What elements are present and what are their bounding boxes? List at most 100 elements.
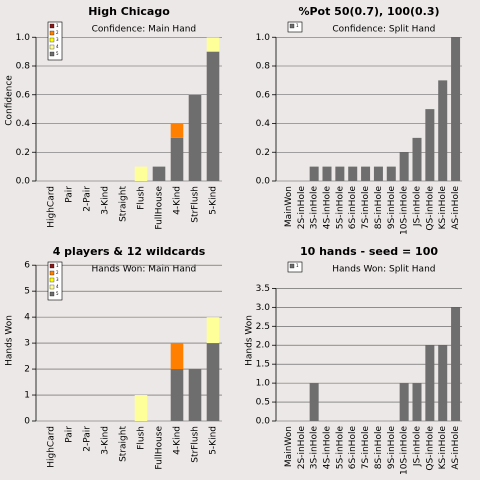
x-tick-label: Straight (119, 186, 129, 222)
legend-swatch (49, 30, 55, 36)
x-tick-label: 4S-inHole (323, 186, 333, 230)
chart-title: 10 hands - seed = 100 (300, 245, 438, 258)
chart-title: %Pot 50(0.7), 100(0.3) (298, 5, 439, 18)
bar-segment (425, 109, 435, 181)
x-tick-label: FullHouse (155, 426, 165, 470)
legend-label: 1 (56, 23, 59, 28)
bar-segment (206, 343, 220, 421)
x-tick-label: JS-inHole (413, 186, 423, 228)
x-tick-label: 7S-inHole (361, 426, 371, 470)
x-tick-label: Pair (65, 186, 75, 203)
y-tick-label: 0.4 (16, 119, 31, 129)
y-tick-label: 1.0 (256, 33, 271, 43)
y-tick-label: 1.0 (16, 33, 31, 43)
x-tick-label: StrFlush (191, 426, 201, 463)
bar-segment (152, 166, 166, 181)
bar-segment (451, 37, 461, 181)
chart-panel: 4 players & 12 wildcards Hands Won: Main … (5, 245, 222, 470)
legend-swatch (49, 263, 55, 269)
bar-segment (170, 343, 184, 370)
legend-label: 1 (296, 23, 299, 28)
y-axis-label: Confidence (5, 75, 15, 126)
legend-swatch (49, 291, 55, 297)
x-tick-label: 6S-inHole (348, 186, 358, 230)
x-tick-label: 6S-inHole (348, 426, 358, 470)
y-tick-label: 0.2 (16, 148, 30, 158)
y-tick-label: 2.0 (256, 341, 271, 351)
x-tick-label: 9S-inHole (387, 186, 397, 230)
bar-segment (335, 166, 345, 181)
legend-label: 4 (56, 284, 59, 289)
legend-label: 5 (56, 51, 59, 56)
y-tick-label: 1.0 (256, 379, 271, 389)
y-tick-label: 1.5 (256, 360, 270, 370)
chart-title: High Chicago (88, 5, 170, 18)
chart-subtitle: Confidence: Split Hand (332, 25, 435, 35)
chart-panel: High Chicago Confidence: Main Hand Confide… (5, 5, 222, 230)
x-tick-label: 4-Kind (173, 186, 183, 215)
x-tick-label: MainWon (284, 186, 294, 227)
y-tick-label: 3.5 (256, 284, 270, 294)
x-tick-label: HighCard (47, 186, 57, 228)
x-tick-label: KS-inHole (438, 186, 448, 230)
chart-subtitle: Hands Won: Main Hand (91, 265, 196, 275)
x-tick-label: 2-Pair (83, 426, 93, 452)
legend-box (287, 261, 303, 273)
bar-segment (399, 383, 409, 421)
y-tick-label: 1 (24, 391, 30, 401)
x-tick-label: 3S-inHole (310, 186, 320, 230)
x-tick-label: AS-inHole (451, 426, 461, 470)
legend-swatch (49, 277, 55, 283)
x-tick-label: AS-inHole (451, 186, 461, 230)
y-tick-label: 6 (24, 261, 30, 271)
y-tick-label: 3.0 (256, 303, 271, 313)
bar-segment (309, 383, 319, 421)
y-tick-label: 0.6 (256, 90, 271, 100)
chart-subtitle: Confidence: Main Hand (92, 25, 197, 35)
legend-label: 2 (56, 30, 59, 35)
bar-segment (188, 94, 202, 181)
legend-label: 2 (56, 270, 59, 275)
bar-segment (134, 166, 148, 181)
legend-label: 3 (56, 37, 59, 42)
bar-segment (412, 137, 422, 181)
legend-label: 1 (56, 263, 59, 268)
chart-title: 4 players & 12 wildcards (53, 245, 206, 258)
bar-segment (373, 166, 383, 181)
legend-label: 4 (56, 44, 59, 49)
x-tick-label: 5S-inHole (335, 426, 345, 470)
bar-segment (170, 137, 184, 181)
x-tick-label: 2S-inHole (297, 426, 307, 470)
x-tick-label: 2-Pair (83, 186, 93, 212)
chart-subtitle: Hands Won: Split Hand (332, 265, 435, 275)
x-tick-label: Flush (137, 186, 147, 210)
bar-segment (322, 166, 332, 181)
x-tick-label: HighCard (47, 426, 57, 468)
legend-swatch (49, 23, 55, 29)
x-tick-label: 3S-inHole (310, 426, 320, 470)
x-tick-label: 8S-inHole (374, 426, 384, 470)
legend-swatch (49, 270, 55, 276)
bar-segment (188, 369, 202, 421)
y-tick-label: 0.8 (16, 62, 31, 72)
x-tick-label: 7S-inHole (361, 186, 371, 230)
x-tick-label: 4S-inHole (323, 426, 333, 470)
x-tick-label: 2S-inHole (297, 186, 307, 230)
bar-segment (451, 307, 461, 421)
legend-swatch (49, 44, 55, 50)
x-tick-label: 10S-inHole (400, 426, 410, 475)
bar-segment (438, 345, 448, 421)
y-tick-label: 0.8 (256, 62, 271, 72)
bar-segment (134, 395, 148, 421)
legend-swatch (49, 51, 55, 57)
x-tick-label: 9S-inHole (387, 426, 397, 470)
x-tick-label: KS-inHole (438, 426, 448, 470)
y-tick-label: 3 (24, 339, 30, 349)
bar-segment (206, 51, 220, 181)
x-tick-label: 3-Kind (101, 426, 111, 455)
bar-segment (309, 166, 319, 181)
y-tick-label: 0.5 (256, 398, 270, 408)
x-tick-label: QS-inHole (425, 186, 435, 231)
y-tick-label: 0.4 (256, 119, 271, 129)
